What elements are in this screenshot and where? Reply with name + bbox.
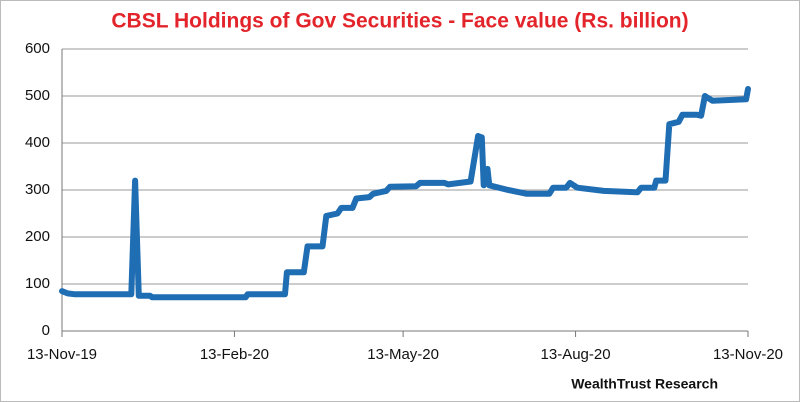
y-tick-label: 500 xyxy=(25,87,50,104)
source: WealthTrust Research xyxy=(571,376,718,392)
y-tick-label: 400 xyxy=(25,134,50,151)
x-tick-label: 13-Nov-20 xyxy=(713,346,783,363)
x-tick-label: 13-Feb-20 xyxy=(200,346,269,363)
y-tick-label: 300 xyxy=(25,181,50,198)
data-line xyxy=(59,86,751,301)
x-tick-label: 13-Aug-20 xyxy=(541,346,611,363)
chart-title: CBSL Holdings of Gov Securities - Face v… xyxy=(111,10,688,33)
x-tick-label: 13-Nov-19 xyxy=(27,346,97,363)
x-tick-label: 13-May-20 xyxy=(367,346,439,363)
y-tick-label: 200 xyxy=(25,228,50,245)
y-tick-label: 600 xyxy=(25,40,50,57)
y-tick-label: 0 xyxy=(42,322,50,339)
y-tick-label: 100 xyxy=(25,275,50,292)
